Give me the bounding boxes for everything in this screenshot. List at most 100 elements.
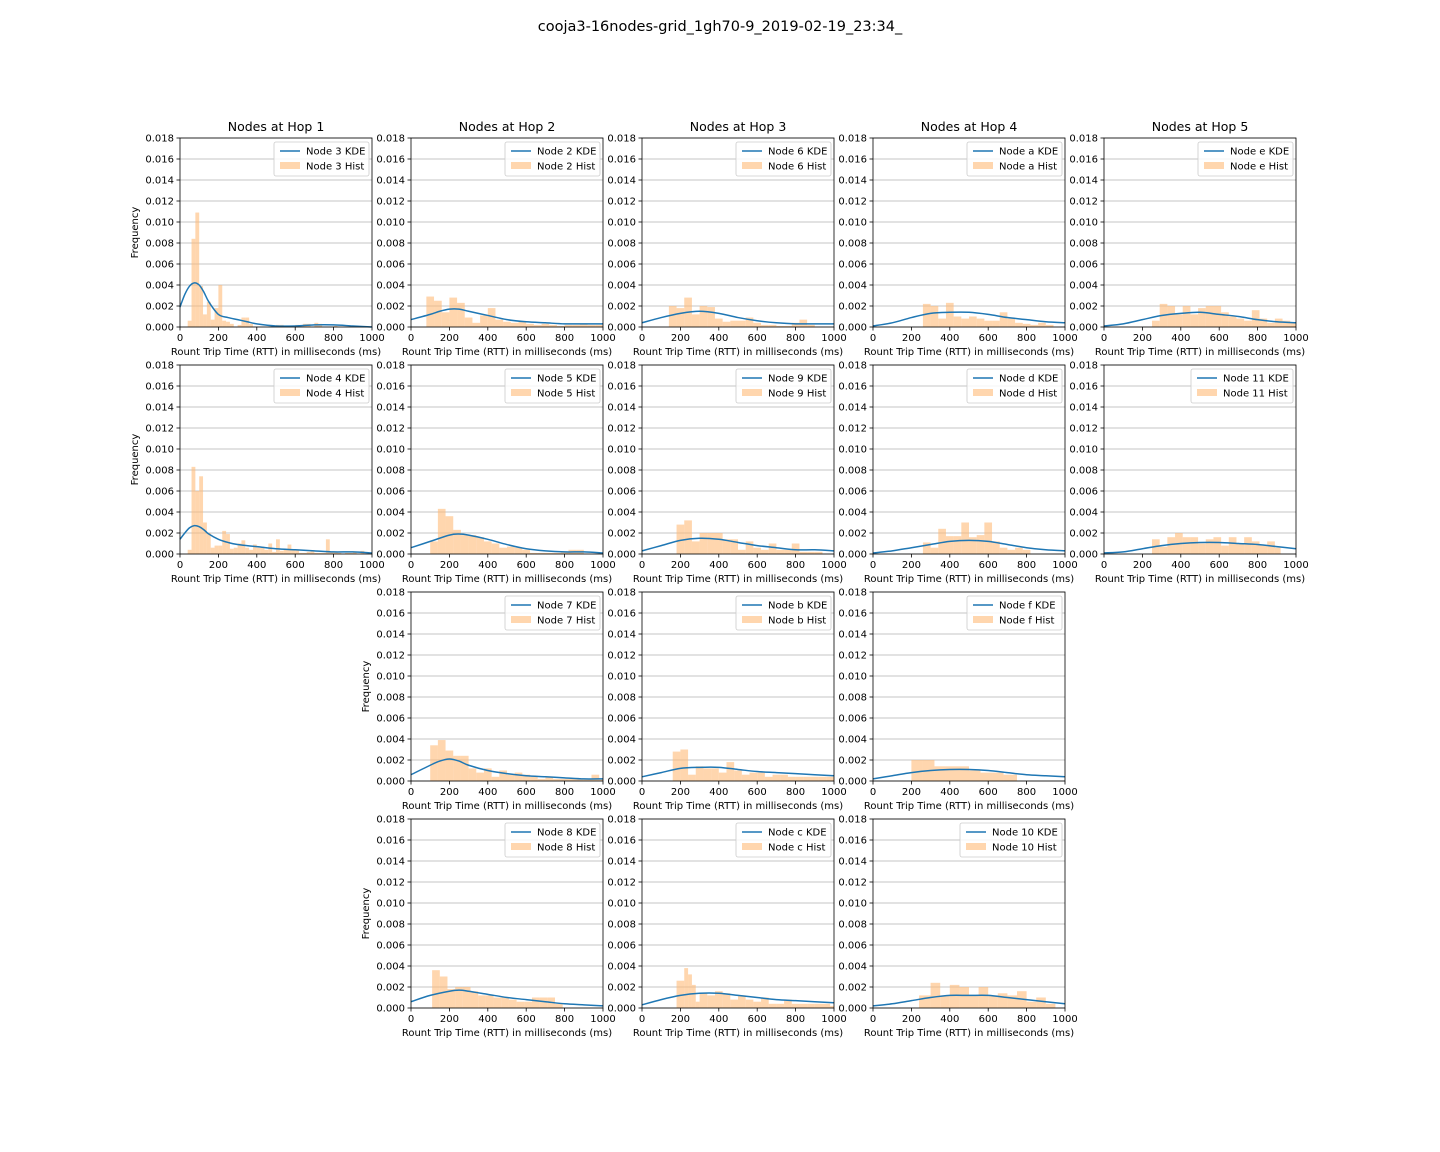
- hist-bar: [810, 776, 819, 781]
- y-tick-label: 0.010: [838, 672, 867, 683]
- legend-hist-swatch: [511, 389, 531, 396]
- hist-bar: [514, 772, 523, 781]
- kde-line: [1103, 311, 1297, 327]
- hist-bar: [1007, 549, 1016, 554]
- y-tick-label: 0.000: [607, 323, 636, 334]
- column-title: Nodes at Hop 2: [459, 119, 556, 134]
- legend-kde-label: Node 10 KDE: [992, 828, 1058, 839]
- y-tick-label: 0.010: [838, 218, 867, 229]
- hist-bar: [187, 549, 192, 554]
- hist-bar: [776, 549, 785, 554]
- hist-bar: [256, 547, 261, 554]
- hist-bar: [768, 543, 777, 554]
- hist-bar: [999, 547, 1008, 554]
- hist-bar: [1045, 1003, 1056, 1008]
- hist-bar: [560, 551, 569, 554]
- y-tick-label: 0.008: [838, 693, 867, 704]
- hist-bar: [676, 980, 685, 1008]
- hist-bar: [522, 549, 531, 554]
- y-tick-label: 0.012: [376, 651, 405, 662]
- y-tick-label: 0.004: [1069, 281, 1098, 292]
- y-tick-label: 0.014: [376, 857, 405, 868]
- x-tick-label: 600: [748, 787, 767, 798]
- kde-line: [641, 766, 835, 778]
- x-tick-label: 0: [177, 333, 183, 344]
- x-tick-label: 0: [870, 333, 876, 344]
- hist-bar: [776, 325, 785, 327]
- hist-bar: [949, 984, 960, 1008]
- hist-bar: [1182, 306, 1191, 327]
- y-tick-label: 0.018: [607, 815, 636, 826]
- x-tick-label: 200: [902, 333, 921, 344]
- y-tick-label: 0.014: [1069, 403, 1098, 414]
- hist-bar: [483, 541, 492, 554]
- hist-bar: [984, 522, 993, 554]
- y-tick-label: 0.000: [607, 777, 636, 788]
- y-tick-label: 0.014: [838, 176, 867, 187]
- hist-bar: [1015, 322, 1023, 327]
- y-tick-label: 0.018: [838, 588, 867, 599]
- legend-hist-label: Node b Hist: [768, 616, 826, 627]
- x-tick-label: 400: [709, 560, 728, 571]
- axes-frame: [641, 818, 835, 1009]
- hist-bar: [491, 776, 500, 781]
- hist-bar: [992, 320, 1000, 327]
- hist-bar: [945, 766, 958, 781]
- hist-bar: [976, 535, 985, 554]
- hist-bar: [1236, 543, 1245, 554]
- x-tick-label: 800: [324, 333, 343, 344]
- hist-bar: [507, 546, 515, 554]
- y-tick-label: 0.004: [607, 281, 636, 292]
- hist-bar: [491, 543, 500, 554]
- y-tick-label: 0.016: [145, 382, 174, 393]
- hist-bar: [676, 308, 685, 327]
- hist-bar: [222, 320, 227, 327]
- hist-bar: [988, 995, 998, 1008]
- x-tick-label: 0: [639, 1014, 645, 1025]
- hist-bar: [476, 537, 484, 554]
- hist-bar: [922, 542, 931, 554]
- y-tick-label: 0.002: [376, 983, 405, 994]
- y-tick-label: 0.000: [145, 550, 174, 561]
- x-tick-label: 800: [1017, 560, 1036, 571]
- hist-bar: [455, 987, 463, 1008]
- x-axis-label: Rount Trip Time (RTT) in milliseconds (m…: [402, 574, 612, 585]
- hist-bar: [241, 540, 246, 554]
- hist-bar: [325, 539, 330, 554]
- hist-bar: [432, 970, 440, 1008]
- x-tick-label: 600: [979, 1014, 998, 1025]
- y-tick-label: 0.006: [1069, 487, 1098, 498]
- hist-bar: [460, 535, 469, 554]
- hist-bar: [1205, 306, 1214, 327]
- x-tick-label: 800: [1017, 787, 1036, 798]
- hist-bar: [1198, 308, 1206, 327]
- hist-bar: [226, 534, 230, 554]
- y-tick-label: 0.006: [376, 714, 405, 725]
- hist-bar: [214, 545, 219, 554]
- x-tick-label: 200: [671, 787, 690, 798]
- y-tick-label: 0.004: [607, 962, 636, 973]
- hist-bar: [730, 999, 738, 1008]
- legend-kde-label: Node 7 KDE: [537, 601, 596, 612]
- x-tick-label: 200: [440, 1014, 459, 1025]
- hist-bar: [195, 491, 200, 554]
- hist-bar: [957, 766, 969, 781]
- x-tick-label: 400: [709, 1014, 728, 1025]
- x-tick-label: 1000: [1052, 787, 1077, 798]
- hist-bar: [264, 549, 269, 554]
- hist-bar: [495, 319, 504, 327]
- x-tick-label: 1000: [359, 333, 384, 344]
- hist-bar: [822, 1003, 831, 1008]
- hist-bar: [203, 314, 207, 327]
- hist-bar: [206, 533, 211, 554]
- hist-bar: [568, 778, 577, 781]
- hist-bar: [468, 768, 477, 781]
- legend-hist-label: Node 9 Hist: [768, 389, 826, 400]
- legend-kde-label: Node f KDE: [999, 601, 1056, 612]
- x-tick-label: 600: [1210, 333, 1229, 344]
- hist-bar: [992, 772, 1004, 781]
- y-tick-label: 0.000: [838, 323, 867, 334]
- x-tick-label: 400: [1171, 560, 1190, 571]
- y-tick-label: 0.000: [145, 323, 174, 334]
